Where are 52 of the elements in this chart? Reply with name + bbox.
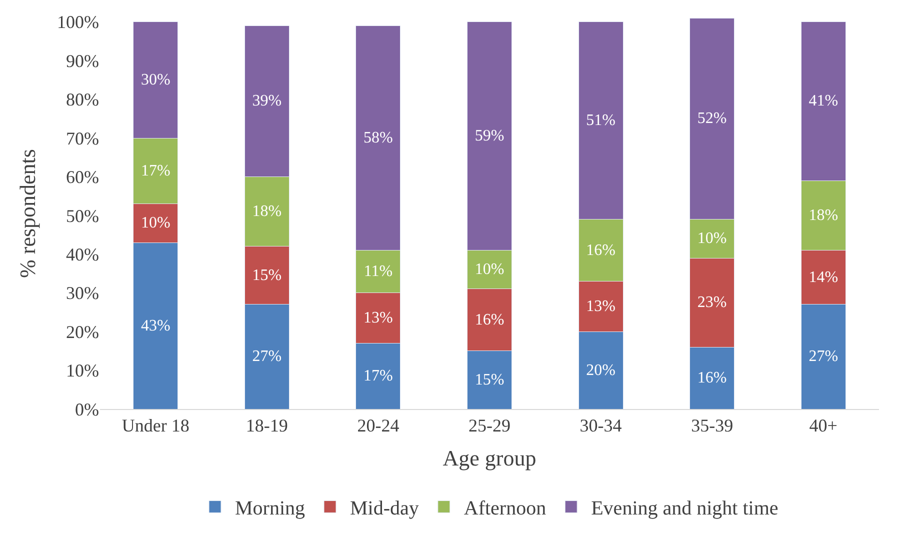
y-tick-label: 50% — [66, 206, 99, 226]
data-label: 10% — [697, 230, 727, 248]
data-label: 17% — [364, 368, 393, 385]
data-label: 41% — [808, 92, 838, 110]
y-tick-label: 20% — [66, 322, 99, 342]
data-label: 16% — [586, 242, 616, 259]
x-tick-label: 18-19 — [246, 416, 288, 436]
data-label: 14% — [808, 268, 838, 286]
data-label: 43% — [140, 317, 170, 334]
y-tick-label: 80% — [66, 90, 99, 110]
legend-label: Evening and night time — [591, 498, 778, 520]
x-axis-title: Age group — [442, 446, 536, 470]
data-label: 10% — [474, 261, 504, 278]
x-tick-label: 35-39 — [691, 416, 734, 436]
data-label: 58% — [364, 130, 393, 147]
legend-label: Morning — [235, 498, 305, 520]
data-label: 52% — [697, 110, 727, 128]
y-tick-label: 90% — [66, 50, 99, 71]
data-label: 16% — [697, 370, 727, 387]
data-label: 39% — [252, 92, 282, 110]
x-tick-label: Under 18 — [122, 416, 190, 436]
y-tick-label: 40% — [66, 244, 99, 264]
data-label: 17% — [140, 162, 170, 180]
data-label: 30% — [140, 71, 170, 88]
y-tick-label: 70% — [66, 128, 99, 148]
data-label: 16% — [474, 311, 504, 328]
y-tick-label: 10% — [66, 360, 99, 381]
y-tick-label: 100% — [57, 12, 99, 32]
data-label: 13% — [364, 310, 393, 327]
data-label: 27% — [252, 348, 282, 366]
data-label: 27% — [808, 348, 838, 366]
y-tick-label: 30% — [66, 283, 99, 304]
data-label: 20% — [586, 362, 616, 379]
data-label: 13% — [586, 298, 616, 315]
legend-label: Afternoon — [464, 498, 546, 520]
data-label: 23% — [697, 294, 727, 312]
y-axis-title: % respondents — [14, 149, 40, 278]
data-label: 10% — [140, 214, 170, 232]
y-tick-label: 0% — [75, 399, 99, 420]
y-tick-label: 60% — [66, 167, 99, 188]
data-label: 18% — [252, 203, 282, 220]
legend-label: Mid-day — [350, 498, 419, 520]
data-label: 18% — [808, 206, 838, 224]
data-label: 15% — [252, 266, 282, 284]
data-label: 59% — [474, 128, 504, 145]
x-tick-label: 30-34 — [580, 416, 622, 436]
x-tick-label: 40+ — [809, 416, 838, 436]
x-tick-label: 25-29 — [468, 416, 510, 436]
data-label: 11% — [364, 263, 393, 280]
x-tick-label: 20-24 — [357, 416, 400, 436]
data-label: 15% — [474, 371, 504, 388]
data-label: 51% — [586, 112, 616, 130]
